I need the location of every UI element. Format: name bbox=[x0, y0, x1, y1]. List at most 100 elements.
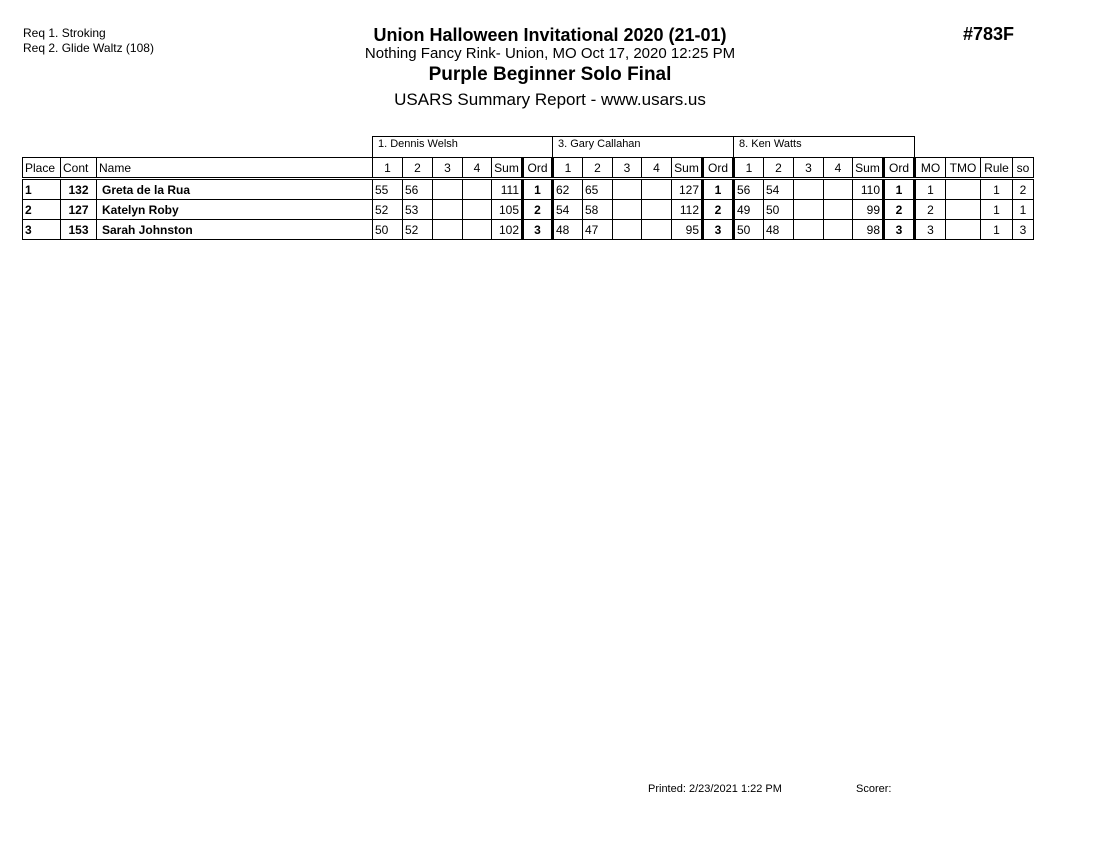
tmo-cell bbox=[945, 219, 981, 240]
mark-cell: 52 bbox=[402, 219, 433, 240]
requirement-1: Req 1. Stroking bbox=[23, 26, 106, 40]
mark-cell bbox=[432, 219, 463, 240]
mark-cell: 50 bbox=[372, 219, 403, 240]
mark-cell: 53 bbox=[402, 199, 433, 220]
mark-cell bbox=[641, 199, 672, 220]
sum-cell: 112 bbox=[671, 199, 703, 220]
header-mo: MO bbox=[914, 157, 946, 180]
mark-cell: 48 bbox=[552, 219, 583, 240]
results-table: 1. Dennis Welsh 3. Gary Callahan 8. Ken Wa… bbox=[22, 136, 1034, 240]
header-mark: 2 bbox=[582, 157, 613, 180]
table-row: 1 132 Greta de la Rua 55 56 111 1 62 65 127 1 56 54 1… bbox=[22, 178, 1034, 200]
mark-cell bbox=[823, 178, 853, 200]
cont-cell: 153 bbox=[60, 219, 97, 240]
mark-cell: 52 bbox=[372, 199, 403, 220]
sum-cell: 98 bbox=[852, 219, 884, 240]
mark-cell bbox=[612, 199, 642, 220]
ord-cell: 2 bbox=[701, 199, 735, 220]
header-so: so bbox=[1012, 157, 1034, 180]
mark-cell: 56 bbox=[402, 178, 433, 200]
header-sum: Sum bbox=[491, 157, 523, 180]
ord-cell: 1 bbox=[521, 178, 554, 200]
cont-cell: 132 bbox=[60, 178, 97, 200]
tmo-cell bbox=[945, 199, 981, 220]
mark-cell bbox=[612, 178, 642, 200]
so-cell: 3 bbox=[1012, 219, 1034, 240]
so-cell: 1 bbox=[1012, 199, 1034, 220]
header-name: Name bbox=[96, 157, 373, 180]
mark-cell: 54 bbox=[763, 178, 794, 200]
sum-cell: 99 bbox=[852, 199, 884, 220]
header-mark: 1 bbox=[733, 157, 764, 180]
table-row: 3 153 Sarah Johnston 50 52 102 3 48 47 95 3 50 48 98 3… bbox=[22, 219, 1034, 240]
ord-cell: 3 bbox=[701, 219, 735, 240]
sum-cell: 127 bbox=[671, 178, 703, 200]
header-place: Place bbox=[22, 157, 61, 180]
ord-cell: 3 bbox=[521, 219, 554, 240]
printed-date: Printed: 2/23/2021 1:22 PM bbox=[648, 783, 782, 795]
mark-cell bbox=[793, 178, 824, 200]
judge-name: 8. Ken Watts bbox=[733, 136, 915, 158]
mark-cell: 55 bbox=[372, 178, 403, 200]
competition-title: Union Halloween Invitational 2020 (21-01… bbox=[373, 25, 727, 45]
so-cell: 2 bbox=[1012, 178, 1034, 200]
sum-cell: 105 bbox=[491, 199, 523, 220]
sum-cell: 111 bbox=[491, 178, 523, 200]
header-sum: Sum bbox=[671, 157, 703, 180]
skater-name: Katelyn Roby bbox=[96, 199, 373, 220]
mark-cell bbox=[823, 219, 853, 240]
mark-cell: 58 bbox=[582, 199, 613, 220]
mark-cell bbox=[641, 219, 672, 240]
spacer bbox=[23, 137, 373, 158]
header-mark: 2 bbox=[763, 157, 794, 180]
mark-cell: 65 bbox=[582, 178, 613, 200]
mo-cell: 3 bbox=[914, 219, 946, 240]
mark-cell bbox=[462, 199, 492, 220]
mark-cell bbox=[793, 219, 824, 240]
mark-cell bbox=[612, 219, 642, 240]
header-mark: 3 bbox=[793, 157, 824, 180]
mark-cell bbox=[823, 199, 853, 220]
mark-cell bbox=[462, 219, 492, 240]
judge-header-row: 1. Dennis Welsh 3. Gary Callahan 8. Ken Wa… bbox=[23, 136, 1034, 158]
ord-cell: 2 bbox=[521, 199, 554, 220]
header-mark: 4 bbox=[823, 157, 853, 180]
judge-name: 3. Gary Callahan bbox=[552, 136, 734, 158]
header-cont: Cont bbox=[60, 157, 97, 180]
mark-cell: 62 bbox=[552, 178, 583, 200]
mark-cell: 50 bbox=[763, 199, 794, 220]
event-number: #783F bbox=[963, 24, 1015, 44]
header-ord: Ord bbox=[701, 157, 735, 180]
scorer-label: Scorer: bbox=[856, 783, 892, 795]
header-sum: Sum bbox=[852, 157, 884, 180]
cont-cell: 127 bbox=[60, 199, 97, 220]
table-row: 2 127 Katelyn Roby 52 53 105 2 54 58 112 2 49 50 99 2 2… bbox=[22, 199, 1034, 220]
mark-cell bbox=[432, 199, 463, 220]
skater-name: Sarah Johnston bbox=[96, 219, 373, 240]
header-mark: 2 bbox=[402, 157, 433, 180]
sum-cell: 110 bbox=[852, 178, 884, 200]
mark-cell bbox=[793, 199, 824, 220]
mark-cell: 56 bbox=[733, 178, 764, 200]
header-mark: 1 bbox=[372, 157, 403, 180]
header-ord: Ord bbox=[882, 157, 916, 180]
header-mark: 3 bbox=[432, 157, 463, 180]
header-rule: Rule bbox=[980, 157, 1013, 180]
spacer bbox=[915, 137, 1034, 158]
skater-name: Greta de la Rua bbox=[96, 178, 373, 200]
mark-cell: 47 bbox=[582, 219, 613, 240]
event-title: Purple Beginner Solo Final bbox=[428, 64, 672, 85]
mark-cell bbox=[462, 178, 492, 200]
ord-cell: 1 bbox=[701, 178, 735, 200]
rule-cell: 1 bbox=[980, 199, 1013, 220]
header-mark: 3 bbox=[612, 157, 642, 180]
mark-cell bbox=[641, 178, 672, 200]
mark-cell: 50 bbox=[733, 219, 764, 240]
mark-cell: 49 bbox=[733, 199, 764, 220]
mo-cell: 1 bbox=[914, 178, 946, 200]
place-cell: 3 bbox=[22, 219, 61, 240]
mark-cell: 54 bbox=[552, 199, 583, 220]
report-title: USARS Summary Report - www.usars.us bbox=[394, 90, 706, 109]
judge-name: 1. Dennis Welsh bbox=[372, 136, 553, 158]
